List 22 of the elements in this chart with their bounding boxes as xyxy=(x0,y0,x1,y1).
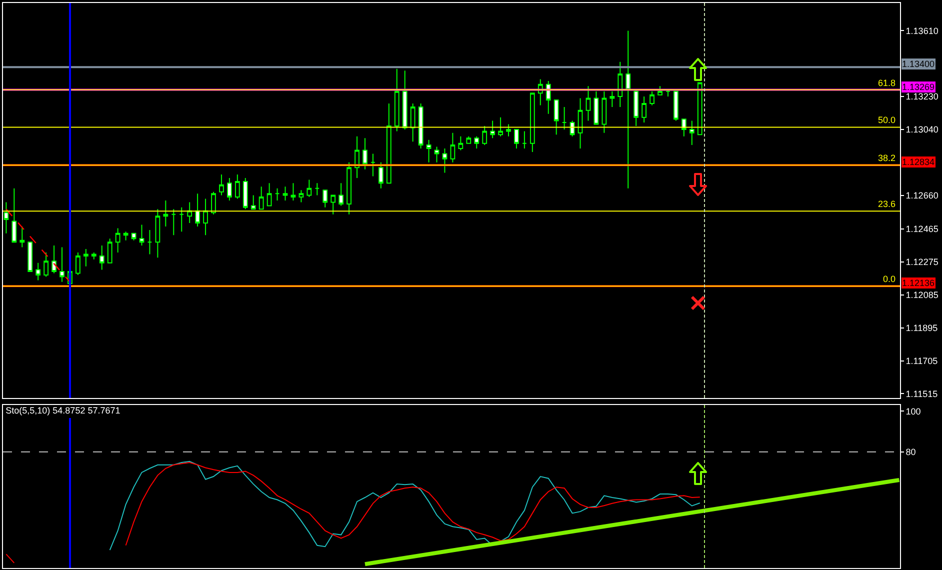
y-tick-label: 1.11705 xyxy=(906,356,938,366)
annotation: 0.0 xyxy=(883,274,896,284)
chart-title: Sto(5,5,10) 54.8752 57.7671 xyxy=(6,405,120,416)
y-tick-label: 1.13040 xyxy=(906,124,938,135)
y-tick-label: 1.12085 xyxy=(906,290,938,300)
y-tick-label: 1.12275 xyxy=(906,257,938,268)
y-tick-label: 100 xyxy=(906,406,921,416)
y-tick-label: 1.12465 xyxy=(906,224,938,234)
y-tick-label: 1.11515 xyxy=(906,388,938,399)
y-tick-label: 1.11895 xyxy=(906,322,938,333)
y-tick-label: 1.13230 xyxy=(906,92,938,102)
ref-line-label: 1.12136 xyxy=(902,278,935,288)
ref-line-label: 1.13269 xyxy=(902,82,935,92)
y-tick-label: 1.13610 xyxy=(906,26,938,36)
annotation: 38.2 xyxy=(878,153,896,163)
ref-line-label: 1.13400 xyxy=(902,59,935,69)
y-tick-label: 1.12660 xyxy=(906,190,938,200)
ref-line-label: 1.12834 xyxy=(902,157,935,167)
annotation: 50.0 xyxy=(878,115,896,125)
annotation: 61.8 xyxy=(878,78,896,88)
annotation: 23.6 xyxy=(878,199,896,209)
y-tick-label: 80 xyxy=(906,447,916,458)
